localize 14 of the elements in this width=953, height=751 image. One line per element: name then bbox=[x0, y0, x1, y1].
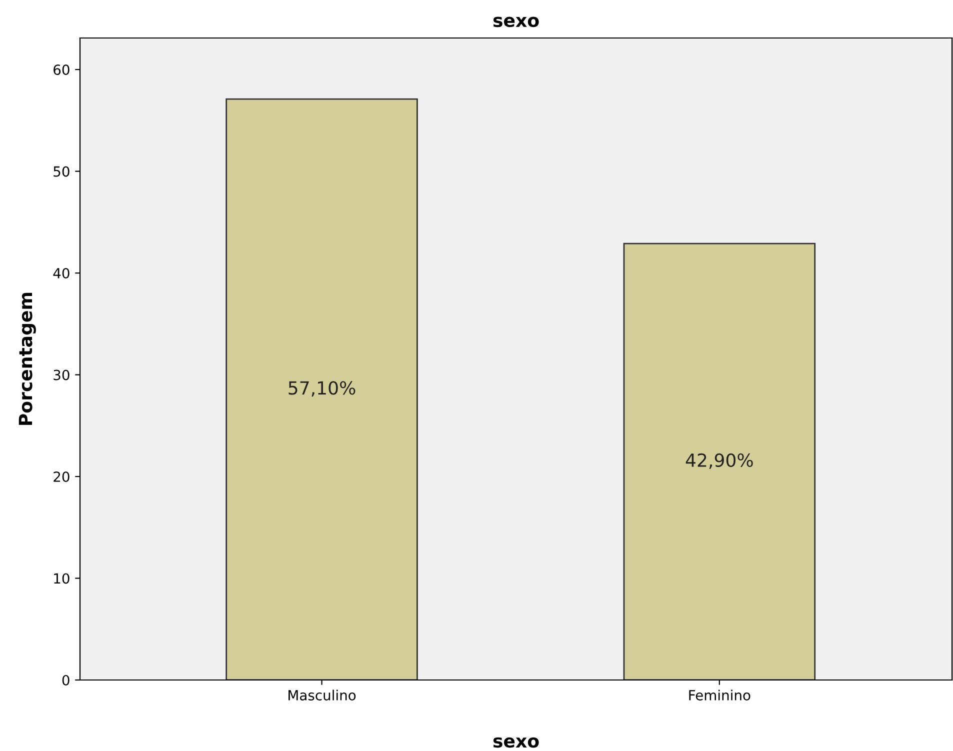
y-tick-label: 30 bbox=[54, 370, 70, 380]
data-label: 42,90% bbox=[686, 453, 753, 469]
data-label: 57,10% bbox=[288, 381, 356, 397]
y-tick-label: 60 bbox=[54, 64, 70, 76]
x-tick-label: Feminino bbox=[689, 690, 750, 700]
y-tick-label: 40 bbox=[53, 268, 70, 278]
y-tick-label: 10 bbox=[54, 573, 70, 584]
y-tick-label: 0 bbox=[62, 674, 70, 686]
y-axis-title: Porcentagem bbox=[18, 292, 36, 425]
x-axis-title: sexo bbox=[493, 737, 539, 748]
y-tick-label: 50 bbox=[54, 166, 70, 177]
x-tick-label: Masculino bbox=[288, 690, 356, 700]
y-tick-label: 20 bbox=[54, 471, 70, 482]
chart-title: sexo bbox=[493, 16, 539, 28]
